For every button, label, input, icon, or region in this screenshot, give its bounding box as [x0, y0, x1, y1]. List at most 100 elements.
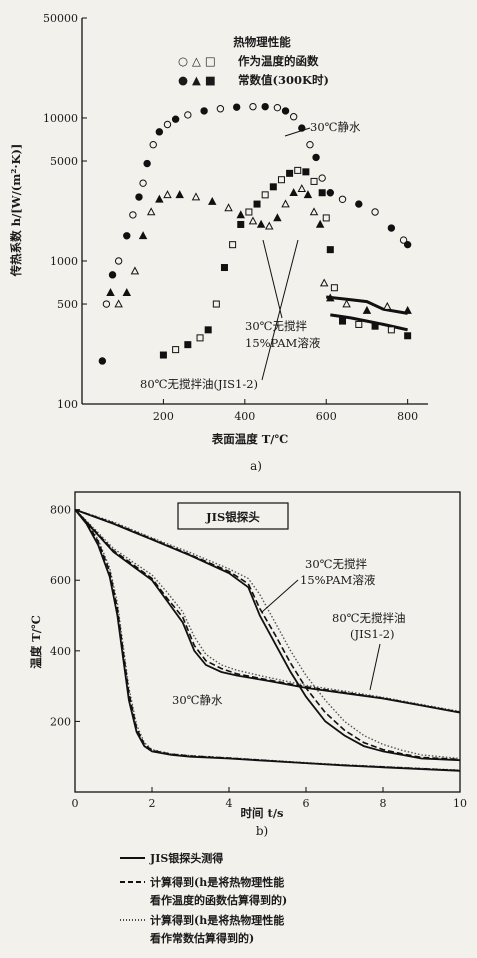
chart-a-point: [322, 214, 330, 222]
chart-a-point: [261, 191, 269, 199]
chart-a-point: [403, 305, 412, 314]
chart-a-legend-markers-open: ○ △ □: [178, 54, 216, 68]
chart-a-point: [216, 105, 225, 113]
chart-a: 200 400 600 800 100 500 1000 5000 10000 50000 传热系…: [9, 12, 428, 473]
chart-b-line-measured: [74, 509, 461, 772]
chart-a-point: [149, 141, 157, 149]
chart-a-point: [114, 299, 123, 308]
chart-a-point: [108, 271, 117, 279]
chart-a-point: [208, 196, 217, 205]
chart-a-legend-label-function: 作为温度的函数: [238, 54, 319, 68]
chart-a-point: [326, 293, 335, 302]
chart-b: 0 2 4 6 8 10 200 400 600 800 JIS银探头 温度 T/℃ 时间 t/s…: [29, 491, 467, 945]
chart-a-point: [286, 169, 294, 177]
chart-a-point: [302, 168, 310, 176]
chart-a-series: [159, 166, 412, 359]
chart-b-y-label: 温度 T/℃: [29, 615, 43, 669]
chart-b-legend: JIS银探头测得 计算得到(h是将热物理性能 看作温度的函数估算得到的) 计算得…: [120, 851, 287, 945]
chart-b-line-measured: [74, 508, 461, 714]
chart-a-point: [114, 257, 123, 265]
chart-b-x-tick-label: 8: [380, 797, 387, 810]
legend-calc-constant-2: 看作常数估算得到的): [150, 931, 254, 945]
chart-a-point: [404, 332, 412, 340]
chart-b-line-calc-function: [74, 509, 461, 713]
chart-a-constant-curve: [326, 295, 408, 315]
chart-a-point: [289, 113, 298, 121]
chart-b-frame: [74, 491, 461, 793]
chart-a-point: [129, 211, 137, 219]
chart-a-point: [319, 278, 329, 287]
chart-b-label-pam-1: 30℃无搅拌: [305, 557, 367, 571]
chart-a-point: [172, 346, 180, 354]
chart-b-label-pam-2: 15%PAM溶液: [300, 573, 376, 587]
chart-a-y-tick-label: 50000: [43, 12, 78, 25]
chart-a-point: [256, 219, 266, 228]
chart-a-y-tick-label: 10000: [43, 112, 78, 125]
chart-a-point: [339, 317, 347, 325]
chart-b-line-measured: [74, 508, 461, 762]
chart-a-point: [315, 219, 325, 228]
chart-b-y-tick-label: 400: [50, 645, 71, 658]
chart-a-point: [309, 207, 319, 216]
chart-b-x-label: 时间 t/s: [241, 806, 284, 820]
chart-a-legend-markers-filled: ● ▲ ■: [178, 73, 216, 87]
chart-a-point: [224, 203, 233, 212]
chart-b-y-tick-label: 200: [50, 715, 71, 728]
chart-a-x-tick-label: 800: [397, 410, 418, 423]
chart-a-leader-pam: [262, 239, 283, 319]
chart-a-point: [163, 190, 172, 199]
chart-b-leader-oil: [369, 643, 381, 691]
chart-a-point: [265, 221, 274, 230]
legend-calc-constant-1: 计算得到(h是将热物理性能: [150, 913, 284, 927]
chart-b-line-calc-function: [74, 509, 461, 772]
chart-a-y-tick-label: 500: [57, 298, 78, 311]
chart-a-point: [123, 232, 131, 240]
chart-a-point: [318, 189, 326, 197]
chart-a-point: [403, 240, 412, 249]
chart-a-point: [143, 159, 151, 168]
chart-a-point: [297, 184, 307, 193]
legend-calc-function-1: 计算得到(h是将热物理性能: [150, 875, 284, 889]
chart-a-point: [155, 128, 164, 136]
chart-b-label-oil-2: (JIS1-2): [350, 627, 395, 641]
chart-a-point: [159, 351, 167, 359]
chart-a-point: [289, 188, 298, 197]
chart-b-line-calc-function: [74, 508, 461, 761]
chart-b-line-calc-constant: [74, 509, 461, 771]
chart-a-point: [237, 220, 245, 228]
chart-a-point: [310, 177, 318, 185]
chart-b-x-tick-label: 0: [72, 797, 79, 810]
chart-b-line-calc-constant: [74, 509, 461, 713]
chart-a-point: [212, 300, 220, 308]
chart-a-point: [184, 341, 192, 349]
chart-a-point: [171, 115, 180, 123]
chart-a-point: [355, 320, 363, 328]
chart-a-x-tick-label: 600: [316, 410, 337, 423]
chart-a-leader-oil: [261, 239, 299, 381]
chart-b-x-tick-label: 4: [226, 797, 233, 810]
chart-a-point: [175, 190, 184, 199]
chart-b-line-calc-constant: [74, 508, 461, 760]
chart-a-point: [232, 103, 241, 111]
chart-a-series: [106, 184, 412, 314]
chart-a-point: [245, 208, 253, 216]
legend-calc-function-2: 看作温度的函数估算得到的): [150, 893, 287, 907]
chart-a-point: [135, 193, 143, 201]
chart-a-point: [122, 288, 132, 297]
chart-a-point: [330, 284, 338, 292]
chart-a-point: [248, 216, 258, 225]
chart-a-series: [98, 102, 412, 365]
chart-b-x-tick-label: 6: [303, 797, 310, 810]
chart-b-x-tick-label: 2: [149, 797, 156, 810]
chart-a-x-tick-label: 200: [153, 410, 174, 423]
chart-a-point: [106, 288, 115, 297]
chart-a-x-label: 表面温度 T/℃: [211, 432, 289, 446]
chart-a-label-pam-2: 15%PAM溶液: [245, 336, 321, 350]
chart-a-point: [146, 207, 156, 216]
chart-a-point: [281, 199, 290, 208]
chart-a-point: [371, 208, 379, 216]
chart-a-point: [318, 174, 326, 182]
chart-a-point: [139, 179, 147, 187]
chart-a-point: [98, 357, 107, 365]
